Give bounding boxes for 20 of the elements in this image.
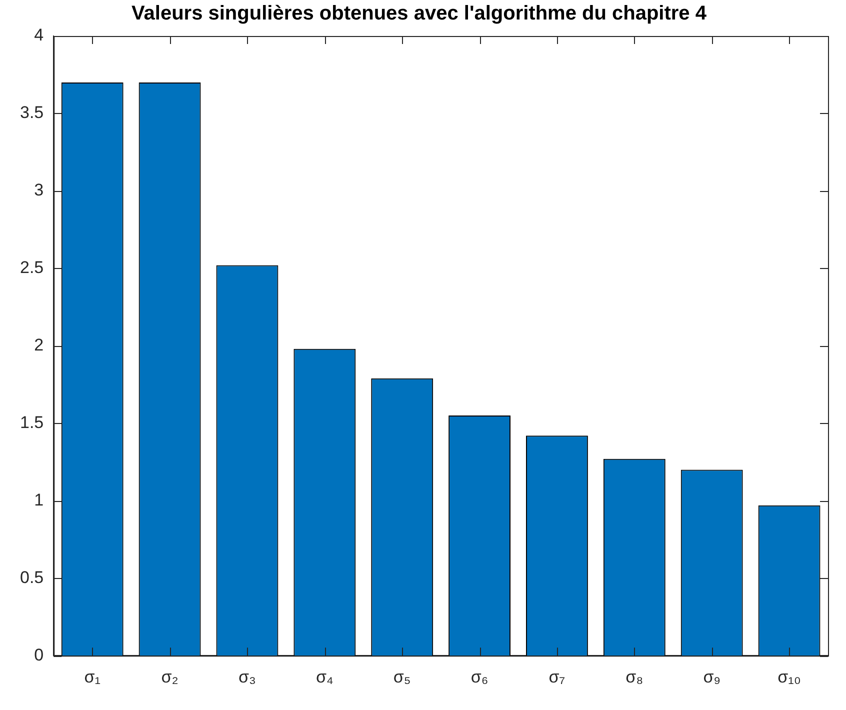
y-tick-label: 3: [34, 180, 44, 200]
y-tick-label: 0.5: [20, 568, 44, 587]
x-tick-label: σ₁₀: [778, 667, 801, 686]
y-tick-label: 1: [34, 490, 44, 510]
x-tick-label: σ₉: [703, 667, 720, 686]
y-tick-label: 0: [34, 645, 44, 664]
y-tick-label: 2: [34, 335, 44, 354]
y-tick-label: 3.5: [20, 103, 44, 122]
y-tick-label: 1.5: [20, 412, 44, 432]
x-tick-label: σ₆: [470, 667, 488, 686]
x-tick-label: σ₁: [84, 667, 101, 686]
x-tick-label: σ₅: [393, 667, 411, 686]
y-tick-label: 4: [34, 26, 44, 45]
x-tick-label: σ₂: [161, 667, 178, 686]
x-tick-label: σ₈: [626, 667, 644, 686]
x-tick-label: σ₄: [316, 667, 334, 686]
y-tick-label: 2.5: [20, 258, 44, 278]
chart-title: Valeurs singulières obtenues avec l'algorithme du chapitre 4: [132, 2, 708, 25]
x-tick-label: σ₃: [238, 667, 256, 686]
x-tick-label: σ₇: [548, 667, 566, 686]
